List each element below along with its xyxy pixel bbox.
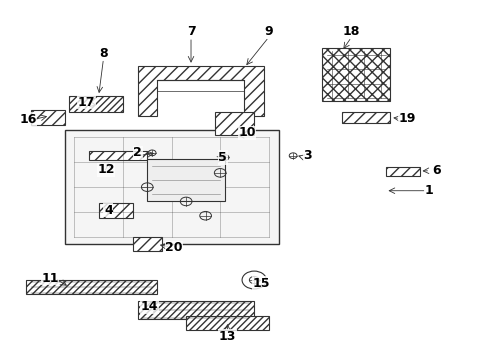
Text: 20: 20 [165, 241, 183, 255]
Polygon shape [137, 301, 254, 319]
Text: 1: 1 [424, 184, 433, 197]
Text: 2: 2 [133, 147, 142, 159]
Text: 13: 13 [218, 330, 236, 343]
Text: 8: 8 [99, 47, 107, 60]
Text: 6: 6 [431, 164, 440, 177]
Text: 15: 15 [252, 277, 270, 290]
FancyBboxPatch shape [147, 158, 224, 202]
Polygon shape [341, 112, 389, 123]
Text: 10: 10 [238, 126, 255, 139]
Text: 14: 14 [141, 300, 158, 313]
Polygon shape [322, 48, 389, 102]
FancyBboxPatch shape [64, 130, 278, 244]
Text: 12: 12 [97, 163, 115, 176]
Text: 17: 17 [78, 96, 95, 109]
Text: 18: 18 [342, 25, 360, 38]
Polygon shape [132, 237, 162, 251]
Polygon shape [186, 316, 268, 330]
Text: 16: 16 [20, 113, 37, 126]
Polygon shape [69, 96, 122, 112]
Polygon shape [26, 280, 157, 294]
Text: 9: 9 [264, 25, 273, 38]
Polygon shape [89, 152, 147, 160]
Polygon shape [215, 112, 254, 135]
Polygon shape [385, 167, 419, 176]
Text: 7: 7 [186, 25, 195, 38]
Polygon shape [99, 203, 132, 217]
Polygon shape [30, 111, 64, 125]
Text: 4: 4 [104, 204, 113, 217]
Text: 3: 3 [303, 149, 311, 162]
Text: 19: 19 [398, 112, 415, 125]
Text: 5: 5 [218, 151, 226, 164]
Polygon shape [137, 66, 264, 116]
Text: 11: 11 [41, 272, 59, 285]
